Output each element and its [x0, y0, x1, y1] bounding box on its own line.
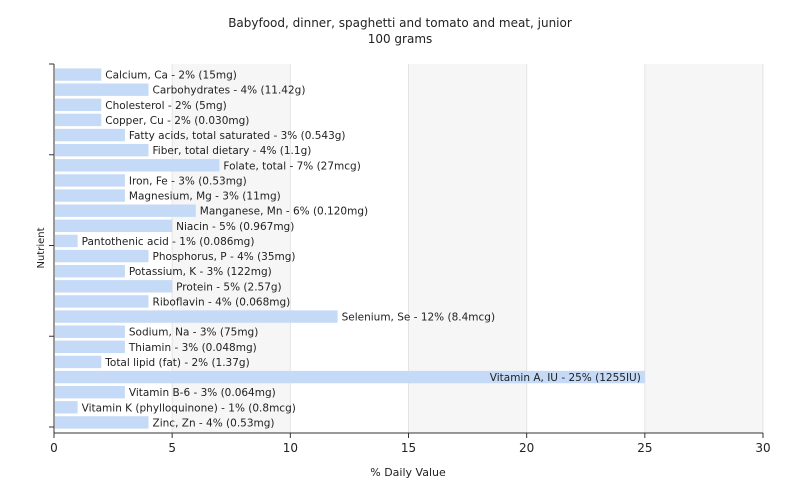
bar [55, 83, 149, 96]
x-tick-label: 30 [755, 441, 770, 455]
bar [55, 416, 149, 429]
x-tick-label: 0 [50, 441, 58, 455]
bar [55, 370, 645, 384]
bar [55, 113, 102, 127]
bar [55, 159, 220, 172]
bar [55, 295, 149, 308]
bar [55, 219, 173, 233]
bar-label: Pantothenic acid - 1% (0.086mg) [82, 236, 255, 248]
bar [55, 189, 125, 202]
bar [55, 68, 102, 81]
bar [55, 325, 125, 338]
bar-label: Selenium, Se - 12% (8.4mcg) [342, 312, 495, 324]
x-tick-label: 5 [168, 441, 176, 455]
bar-label: Riboflavin - 4% (0.068mg) [153, 296, 291, 308]
bar-label: Potassium, K - 3% (122mg) [129, 266, 272, 278]
bar-label: Carbohydrates - 4% (11.42g) [153, 85, 306, 97]
bar [55, 264, 125, 278]
x-tick-label: 25 [637, 441, 652, 455]
bar-label: Copper, Cu - 2% (0.030mg) [105, 115, 249, 127]
bar [55, 249, 149, 263]
bar-label: Calcium, Ca - 2% (15mg) [105, 70, 237, 82]
chart-title-text: Babyfood, dinner, spaghetti and tomato a… [228, 16, 572, 30]
bar-label: Fiber, total dietary - 4% (1.1g) [153, 145, 312, 157]
bar-label: Vitamin K (phylloquinone) - 1% (0.8mcg) [82, 402, 296, 414]
bar-layer: Calcium, Ca - 2% (15mg) Carbohydrates - 4… [55, 68, 645, 429]
chart-subtitle-text: 100 grams [367, 32, 433, 46]
grid-band [644, 64, 763, 433]
bar-label: Folate, total - 7% (27mcg) [223, 160, 360, 172]
bar [55, 310, 338, 323]
bar [55, 280, 173, 293]
bar-label: Fatty acids, total saturated - 3% (0.543… [129, 130, 346, 142]
bar [55, 340, 125, 354]
bar-label: Total lipid (fat) - 2% (1.37g) [104, 357, 249, 369]
bar-label: Phosphorus, P - 4% (35mg) [153, 251, 296, 263]
bar-label: Vitamin B-6 - 3% (0.064mg) [129, 387, 276, 399]
bar [55, 234, 78, 248]
bar [55, 204, 196, 217]
bar-label: Sodium, Na - 3% (75mg) [129, 327, 258, 339]
y-axis-title: Nutrient [36, 227, 47, 268]
bar [55, 174, 125, 187]
bar-label: Protein - 5% (2.57g) [176, 281, 282, 293]
bar-label: Manganese, Mn - 6% (0.120mg) [200, 206, 368, 218]
bar [55, 355, 102, 369]
bar [55, 98, 102, 112]
bar-label: Thiamin - 3% (0.048mg) [128, 342, 257, 354]
bar-label: Cholesterol - 2% (5mg) [105, 100, 226, 112]
axis-layer: 0 5 10 15 20 25 30 [49, 63, 771, 455]
bar [55, 143, 149, 157]
bar [55, 401, 78, 414]
x-tick-label: 20 [519, 441, 534, 455]
bar-label: Magnesium, Mg - 3% (11mg) [129, 191, 281, 203]
bar-label: Zinc, Zn - 4% (0.53mg) [153, 417, 275, 429]
x-axis-title: % Daily Value [370, 466, 446, 479]
bar [55, 128, 125, 142]
bar-label: Vitamin A, IU - 25% (1255IU) [490, 372, 641, 384]
bar-label: Iron, Fe - 3% (0.53mg) [129, 175, 247, 187]
bar [55, 385, 125, 399]
x-tick-label: 15 [401, 441, 416, 455]
chart-title: Babyfood, dinner, spaghetti and tomato a… [0, 15, 800, 47]
bar-label: Niacin - 5% (0.967mg) [176, 221, 294, 233]
x-tick-label: 10 [283, 441, 298, 455]
